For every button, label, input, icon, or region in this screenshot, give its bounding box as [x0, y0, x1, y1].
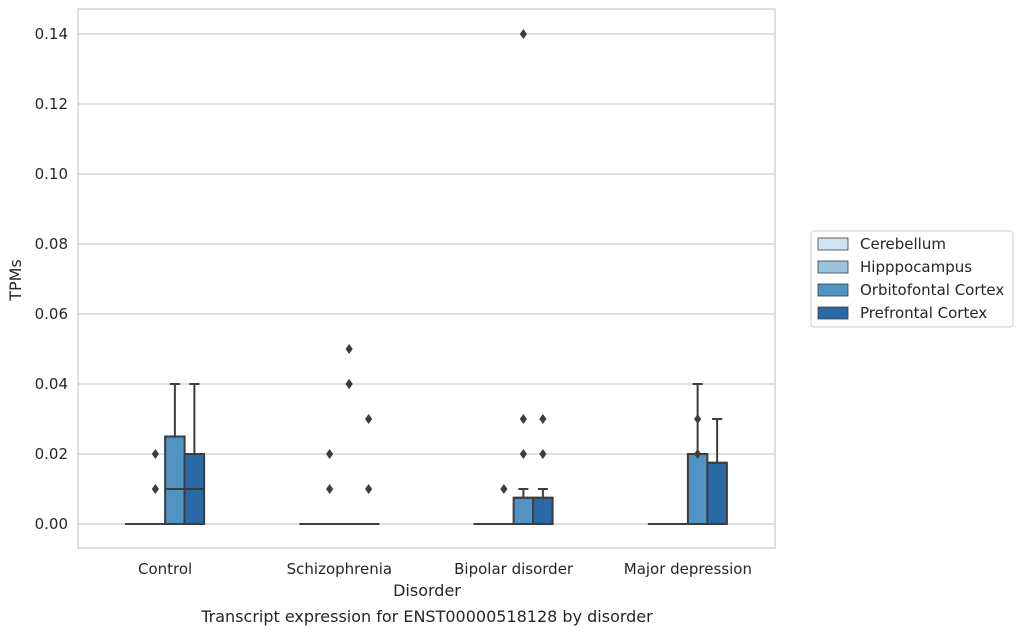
legend-label: Hipppocampus [860, 258, 972, 276]
plot-frame [77, 8, 776, 549]
y-tick-label: 0.06 [35, 305, 68, 323]
y-tick-label: 0.04 [35, 375, 68, 393]
box-body [512, 496, 535, 525]
y-tick-label: 0.12 [35, 95, 68, 113]
outlier-point [151, 449, 159, 459]
outlier-point [326, 449, 334, 459]
x-tick-label: Schizophrenia [287, 560, 392, 578]
outlier-point [539, 414, 547, 424]
legend-label: Prefrontal Cortex [860, 304, 987, 322]
outlier-point [345, 344, 353, 354]
y-axis-label: TPMs [6, 259, 25, 302]
legend: Cerebellum Hipppocampus Orbitofontal Corte… [810, 230, 1014, 328]
x-axis-label: Disorder [393, 581, 461, 600]
box-body [706, 461, 728, 525]
box-body [686, 453, 709, 525]
outlier-point [519, 449, 527, 459]
legend-frame [810, 230, 1014, 328]
x-tick-label: Bipolar disorder [454, 560, 574, 578]
outlier-point [694, 414, 702, 424]
legend-swatch [817, 237, 849, 251]
box-orbitofontal-cortex [164, 383, 186, 525]
legend-swatch [817, 283, 849, 297]
outlier-point [519, 414, 527, 424]
x-tick-label: Major depression [624, 560, 752, 578]
y-tick-label: 0.10 [35, 165, 68, 183]
outlier-point [519, 29, 527, 39]
outlier-point [365, 414, 373, 424]
box-prefrontal-cortex [706, 418, 728, 525]
chart-caption: Transcript expression for ENST0000051812… [200, 607, 653, 626]
legend-label: Orbitofontal Cortex [860, 281, 1004, 299]
x-tick-label: Control [138, 560, 192, 578]
legend-swatch [817, 306, 849, 320]
outlier-point [539, 449, 547, 459]
boxes [125, 383, 728, 526]
y-tick-label: 0.08 [35, 235, 68, 253]
outlier-point [500, 484, 508, 494]
y-tick-labels: 0.00 0.02 0.04 0.06 0.08 0.10 0.12 0.14 [35, 25, 68, 533]
box-prefrontal-cortex [532, 488, 554, 525]
box-prefrontal-cortex [183, 383, 206, 525]
legend-swatch [817, 260, 849, 274]
outlier-point [365, 484, 373, 494]
outlier-point [345, 379, 353, 389]
box-orbitofontal-cortex [512, 488, 535, 525]
legend-label: Cerebellum [860, 235, 946, 253]
y-tick-label: 0.00 [35, 515, 68, 533]
outlier-points [151, 29, 702, 494]
outlier-point [694, 449, 702, 459]
box-body [532, 496, 554, 525]
x-tick-labels: Control Schizophrenia Bipolar disorder Majo… [138, 560, 752, 578]
outlier-point [151, 484, 159, 494]
y-tick-label: 0.02 [35, 445, 68, 463]
y-tick-label: 0.14 [35, 25, 68, 43]
box-body [164, 435, 186, 525]
outlier-point [326, 484, 334, 494]
